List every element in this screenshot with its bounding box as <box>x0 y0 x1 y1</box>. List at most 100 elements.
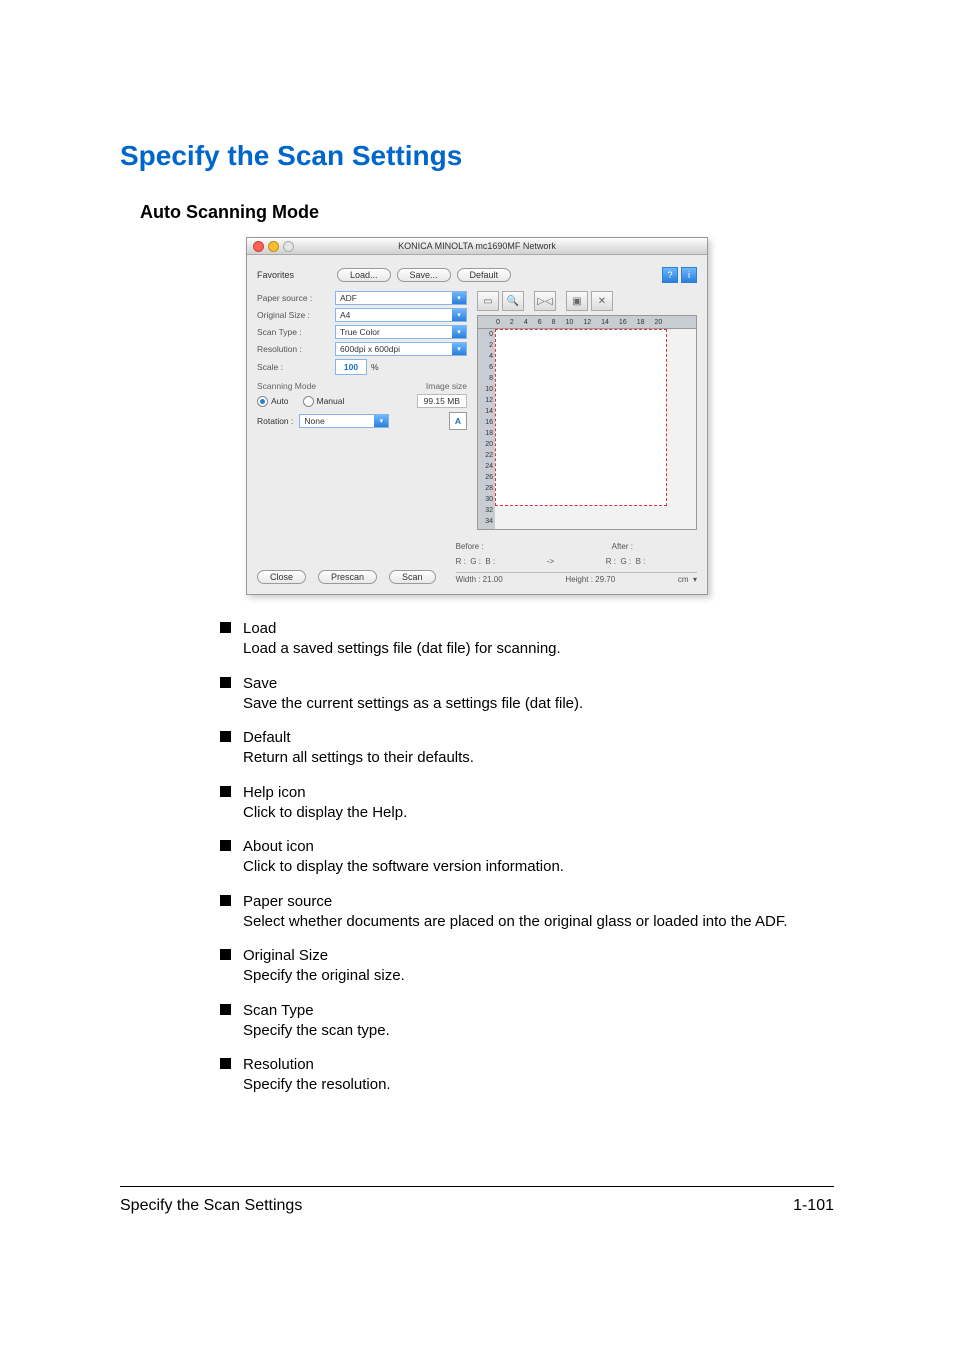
rotation-select[interactable]: None ▾ <box>299 414 389 428</box>
bullet-icon <box>220 622 231 633</box>
before-label: Before : <box>456 542 484 551</box>
scan-dialog: KONICA MINOLTA mc1690MF Network Favorite… <box>246 237 708 595</box>
list-item: About iconClick to display the software … <box>220 837 814 878</box>
about-icon[interactable]: i <box>681 267 697 283</box>
favorites-label: Favorites <box>257 270 337 280</box>
list-item: Help iconClick to display the Help. <box>220 783 814 824</box>
flip-h-icon[interactable]: ▷◁ <box>534 291 556 311</box>
screenshot: KONICA MINOLTA mc1690MF Network Favorite… <box>120 237 834 595</box>
list-item: ResolutionSpecify the resolution. <box>220 1055 814 1096</box>
chevron-down-icon: ▾ <box>374 415 388 427</box>
bullet-icon <box>220 1004 231 1015</box>
page-title: Specify the Scan Settings <box>120 140 834 172</box>
scan-type-value: True Color <box>340 327 380 337</box>
item-title: Load <box>243 619 561 639</box>
list-item: Scan TypeSpecify the scan type. <box>220 1001 814 1042</box>
chevron-down-icon: ▾ <box>452 309 466 321</box>
manual-radio[interactable]: Manual <box>303 396 345 407</box>
scale-label: Scale : <box>257 362 335 372</box>
bullet-icon <box>220 677 231 688</box>
after-label: After : <box>612 542 633 551</box>
save-button[interactable]: Save... <box>397 268 451 282</box>
resolution-label: Resolution : <box>257 344 335 354</box>
ruler-vertical: 0246810121416182022242628303234 <box>477 329 495 530</box>
resolution-select[interactable]: 600dpi x 600dpi ▾ <box>335 342 467 356</box>
list-item: SaveSave the current settings as a setti… <box>220 674 814 715</box>
paper-source-select[interactable]: ADF ▾ <box>335 291 467 305</box>
bullet-icon <box>220 895 231 906</box>
image-size-value: 99.15 MB <box>417 394 467 408</box>
item-title: Save <box>243 674 583 694</box>
unit-select[interactable]: cm ▾ <box>678 575 697 584</box>
item-desc: Specify the original size. <box>243 966 405 986</box>
page-number: 1-101 <box>793 1197 834 1215</box>
item-title: Original Size <box>243 946 405 966</box>
auto-label: Auto <box>271 396 289 406</box>
list-item: DefaultReturn all settings to their defa… <box>220 728 814 769</box>
scan-type-select[interactable]: True Color ▾ <box>335 325 467 339</box>
chevron-down-icon: ▾ <box>452 292 466 304</box>
list-item: Original SizeSpecify the original size. <box>220 946 814 987</box>
scale-unit: % <box>371 362 379 372</box>
item-desc: Load a saved settings file (dat file) fo… <box>243 639 561 659</box>
bullet-icon <box>220 949 231 960</box>
item-desc: Specify the scan type. <box>243 1021 390 1041</box>
bullet-icon <box>220 786 231 797</box>
chevron-down-icon: ▾ <box>452 326 466 338</box>
dialog-title: KONICA MINOLTA mc1690MF Network <box>247 241 707 251</box>
crop-icon[interactable]: ▣ <box>566 291 588 311</box>
item-desc: Return all settings to their defaults. <box>243 748 474 768</box>
height-readout: Height : 29.70 <box>565 575 615 584</box>
delete-crop-icon[interactable]: ✕ <box>591 291 613 311</box>
radio-on-icon <box>257 396 268 407</box>
preview-canvas[interactable] <box>495 329 697 530</box>
bullet-icon <box>220 1058 231 1069</box>
bullet-icon <box>220 731 231 742</box>
footer-title: Specify the Scan Settings <box>120 1197 302 1215</box>
ruler-horizontal: 02468101214161820 <box>477 315 697 329</box>
scale-input[interactable]: 100 <box>335 359 367 375</box>
item-title: Resolution <box>243 1055 391 1075</box>
page-footer: Specify the Scan Settings 1-101 <box>120 1186 834 1215</box>
default-button[interactable]: Default <box>457 268 512 282</box>
section-title: Auto Scanning Mode <box>140 202 834 223</box>
prescan-button[interactable]: Prescan <box>318 570 377 584</box>
description-list: LoadLoad a saved settings file (dat file… <box>220 619 814 1096</box>
paper-source-value: ADF <box>340 293 357 303</box>
dialog-titlebar: KONICA MINOLTA mc1690MF Network <box>247 238 707 255</box>
item-title: Default <box>243 728 474 748</box>
item-title: Help icon <box>243 783 407 803</box>
item-desc: Save the current settings as a settings … <box>243 694 583 714</box>
original-size-value: A4 <box>340 310 350 320</box>
item-desc: Click to display the software version in… <box>243 857 564 877</box>
scanning-mode-title: Scanning Mode <box>257 381 316 391</box>
list-item: LoadLoad a saved settings file (dat file… <box>220 619 814 660</box>
help-icon[interactable]: ? <box>662 267 678 283</box>
item-desc: Select whether documents are placed on t… <box>243 912 788 932</box>
paper-source-label: Paper source : <box>257 293 335 303</box>
item-title: Scan Type <box>243 1001 390 1021</box>
resolution-value: 600dpi x 600dpi <box>340 344 400 354</box>
radio-off-icon <box>303 396 314 407</box>
rotation-value: None <box>304 416 324 426</box>
auto-radio[interactable]: Auto <box>257 396 289 407</box>
item-title: Paper source <box>243 892 788 912</box>
item-desc: Specify the resolution. <box>243 1075 391 1095</box>
manual-label: Manual <box>317 396 345 406</box>
image-size-label: Image size <box>426 381 467 391</box>
zoom-tool-icon[interactable]: 🔍 <box>502 291 524 311</box>
preview-toolbar: ▭ 🔍 ▷◁ ▣ ✕ <box>477 291 697 311</box>
chevron-down-icon: ▾ <box>452 343 466 355</box>
item-title: About icon <box>243 837 564 857</box>
load-button[interactable]: Load... <box>337 268 391 282</box>
close-button[interactable]: Close <box>257 570 306 584</box>
original-size-select[interactable]: A4 ▾ <box>335 308 467 322</box>
mirror-button[interactable]: A <box>449 412 467 430</box>
select-tool-icon[interactable]: ▭ <box>477 291 499 311</box>
scan-type-label: Scan Type : <box>257 327 335 337</box>
bullet-icon <box>220 840 231 851</box>
scan-region[interactable] <box>495 329 667 506</box>
list-item: Paper sourceSelect whether documents are… <box>220 892 814 933</box>
item-desc: Click to display the Help. <box>243 803 407 823</box>
scan-button[interactable]: Scan <box>389 570 436 584</box>
